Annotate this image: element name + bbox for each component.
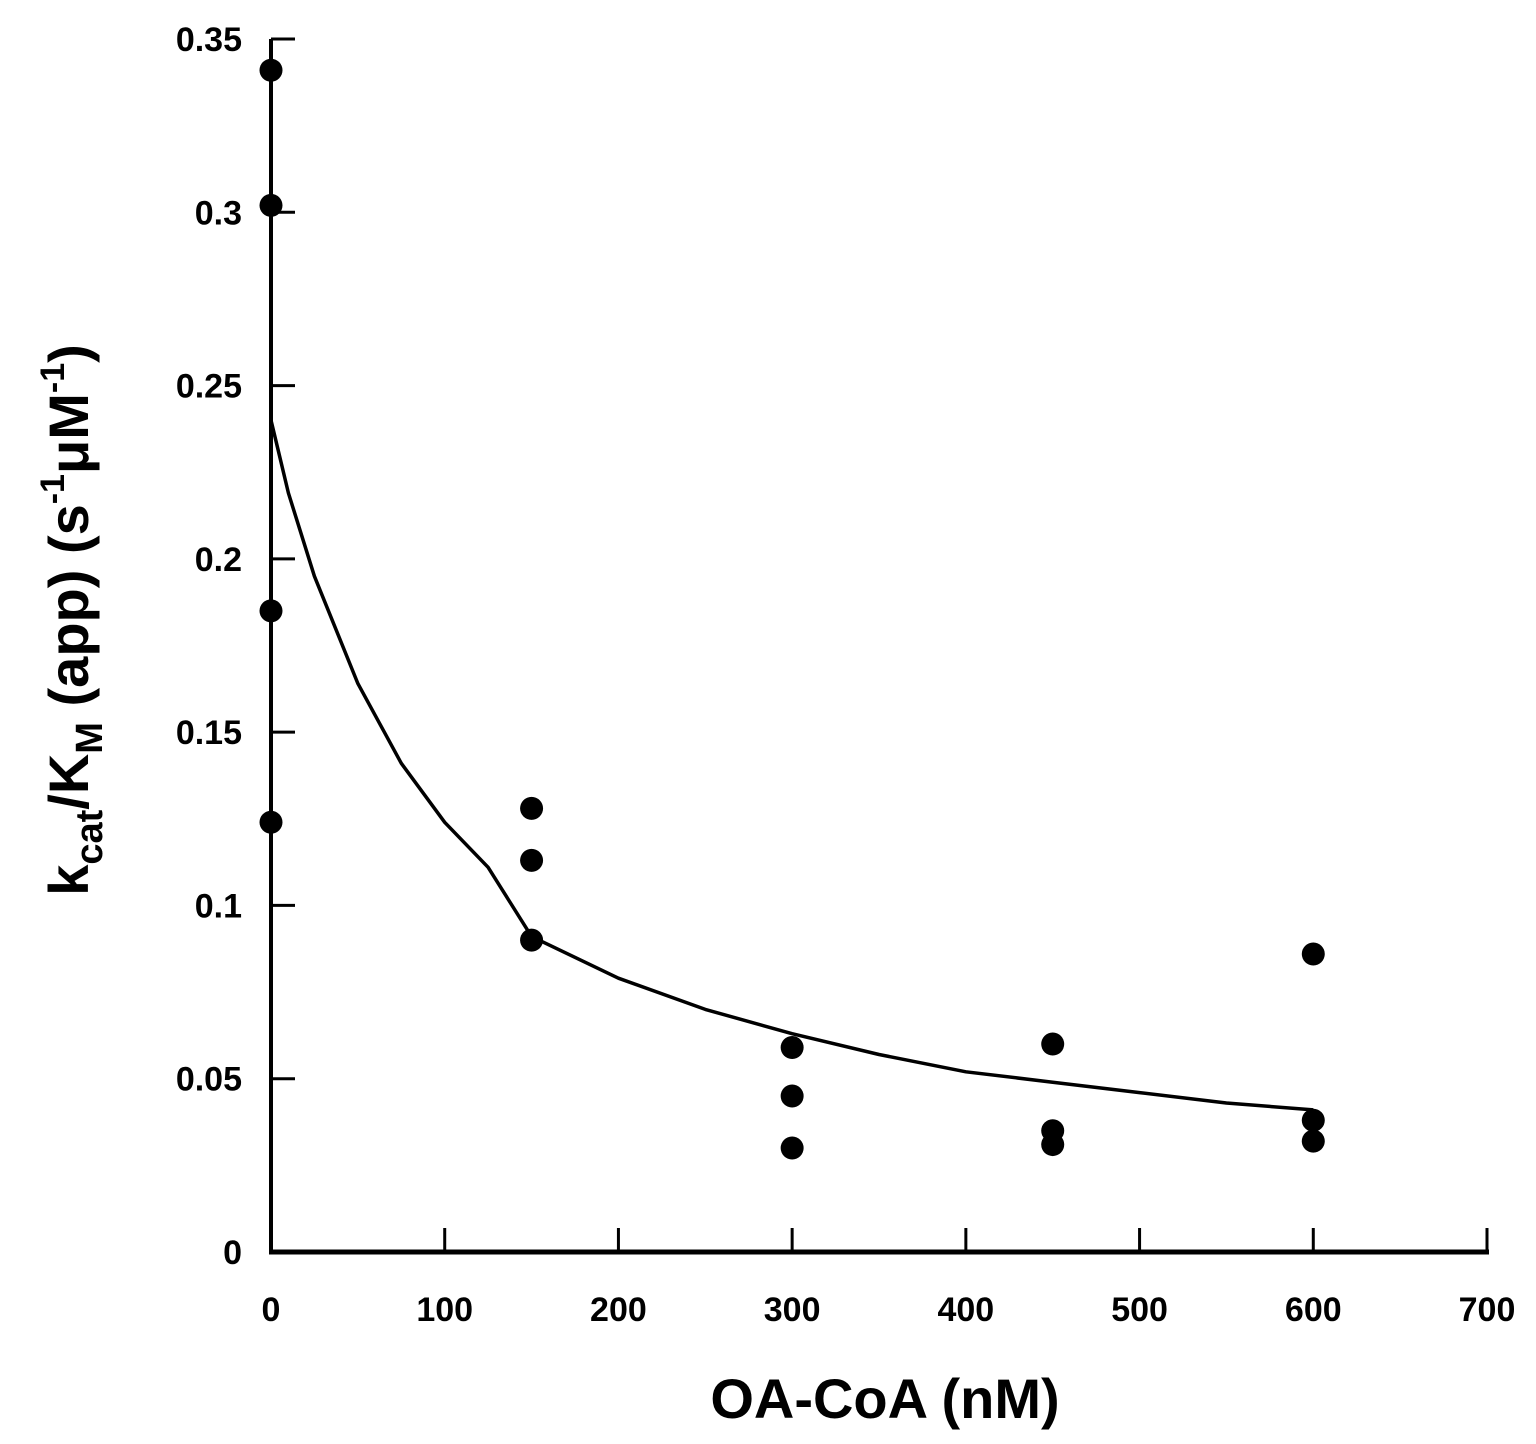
- data-point: [780, 1136, 804, 1160]
- y-axis-title-part: /K: [37, 754, 100, 810]
- x-tick-label: 700: [1459, 1291, 1516, 1329]
- x-tick-label: 0: [262, 1291, 281, 1329]
- y-ticks: [271, 37, 295, 1254]
- data-point: [520, 796, 544, 820]
- x-tick-label: 300: [764, 1291, 821, 1329]
- x-axis: 0 100 200 300 400 500 600 700: [262, 1228, 1516, 1329]
- x-tick-label: 400: [937, 1291, 994, 1329]
- y-axis-title-part: M: [69, 722, 111, 754]
- y-tick-label: 0.3: [195, 194, 242, 232]
- y-axis-title-part: -1: [34, 474, 72, 504]
- y-tick-label: 0.2: [195, 541, 242, 579]
- y-tick-labels: 0 0.05 0.1 0.15 0.2 0.25 0.3 0.35: [176, 21, 242, 1272]
- y-axis-title-part: μM: [37, 393, 100, 474]
- data-point: [520, 928, 544, 952]
- data-point: [259, 58, 283, 82]
- x-ticks: [269, 1228, 1489, 1252]
- fit-curve: [269, 419, 1314, 1112]
- y-axis-title-part: ): [37, 344, 100, 363]
- y-tick-label: 0.35: [176, 21, 242, 59]
- x-tick-label: 100: [416, 1291, 473, 1329]
- data-point: [1041, 1133, 1065, 1157]
- x-tick-labels: 0 100 200 300 400 500 600 700: [262, 1291, 1516, 1329]
- x-axis-title: OA-CoA (nM): [710, 1367, 1059, 1430]
- y-tick-label: 0: [223, 1234, 242, 1272]
- x-tick-label: 500: [1111, 1291, 1168, 1329]
- y-tick-label: 0.25: [176, 368, 242, 406]
- data-points: [259, 58, 1325, 1160]
- data-point: [259, 810, 283, 834]
- data-point: [1041, 1032, 1065, 1056]
- data-point: [1301, 1108, 1325, 1132]
- y-tick-label: 0.05: [176, 1061, 242, 1099]
- data-point: [780, 1036, 804, 1060]
- data-point: [1301, 942, 1325, 966]
- data-point: [259, 193, 283, 217]
- data-point: [780, 1084, 804, 1108]
- y-axis: 0 0.05 0.1 0.15 0.2 0.25 0.3 0.35: [176, 21, 295, 1272]
- y-axis-title-part: k: [37, 864, 100, 896]
- x-tick-label: 200: [590, 1291, 647, 1329]
- y-axis-title: kcat/KM (app) (s-1μM-1): [34, 344, 111, 896]
- data-point: [259, 599, 283, 623]
- y-tick-label: 0.1: [195, 887, 242, 925]
- y-axis-title-part: -1: [34, 363, 72, 393]
- data-point: [1301, 1129, 1325, 1153]
- data-point: [520, 848, 544, 872]
- y-axis-title-part: (app) (s: [37, 504, 100, 722]
- y-axis-title-part: cat: [69, 809, 111, 864]
- y-tick-label: 0.15: [176, 714, 242, 752]
- x-tick-label: 600: [1285, 1291, 1342, 1329]
